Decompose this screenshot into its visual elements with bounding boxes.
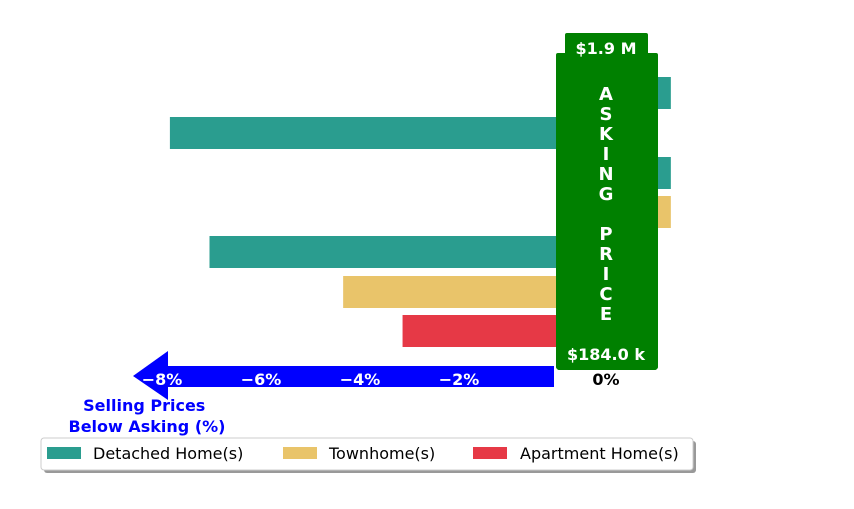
- legend-label-apartment: Apartment Home(s): [520, 444, 679, 463]
- x-tick-label: −6%: [241, 370, 282, 389]
- vertical-letter: N: [598, 164, 613, 185]
- vertical-letter: I: [603, 264, 610, 285]
- axis-arrow: [133, 351, 554, 400]
- legend-swatch-townhome: [283, 447, 317, 459]
- vertical-letter: I: [603, 144, 610, 165]
- legend-swatch-apartment: [473, 447, 507, 459]
- legend-swatch-detached: [47, 447, 81, 459]
- x-axis-label-line-1: Selling Prices: [83, 396, 205, 415]
- vertical-letter: C: [599, 284, 612, 305]
- bar-detached-home-s: [169, 117, 556, 149]
- vertical-letter: A: [599, 84, 613, 105]
- x-ticks: −8% −6% −4% −2% 0%: [142, 370, 620, 389]
- top-price-badge: [565, 33, 648, 61]
- legend: Detached Home(s) Townhome(s) Apartment H…: [40, 437, 696, 473]
- bar-townhome-s: [343, 276, 556, 308]
- vertical-letter: K: [599, 124, 614, 145]
- top-price-label: $1.9 M: [576, 39, 637, 58]
- vertical-letter: S: [600, 104, 613, 125]
- bar-detached-home-s: [209, 236, 556, 268]
- bar-apartment-home-s: [402, 315, 556, 347]
- vertical-letter: R: [599, 244, 613, 265]
- x-tick-label: 0%: [592, 370, 619, 389]
- x-axis-label: Selling Prices Below Asking (%): [69, 396, 226, 436]
- x-tick-label: −4%: [340, 370, 381, 389]
- legend-label-detached: Detached Home(s): [93, 444, 243, 463]
- asking-price-band: [556, 53, 658, 369]
- bottom-price-label: $184.0 k: [567, 345, 645, 364]
- x-axis-label-line-2: Below Asking (%): [69, 417, 226, 436]
- vertical-letter: P: [599, 224, 612, 245]
- vertical-letter: E: [600, 304, 612, 325]
- vertical-letter: G: [599, 184, 614, 205]
- x-tick-label: −2%: [439, 370, 480, 389]
- bottom-price-badge: [557, 341, 657, 370]
- x-tick-label: −8%: [142, 370, 183, 389]
- legend-label-townhome: Townhome(s): [328, 444, 435, 463]
